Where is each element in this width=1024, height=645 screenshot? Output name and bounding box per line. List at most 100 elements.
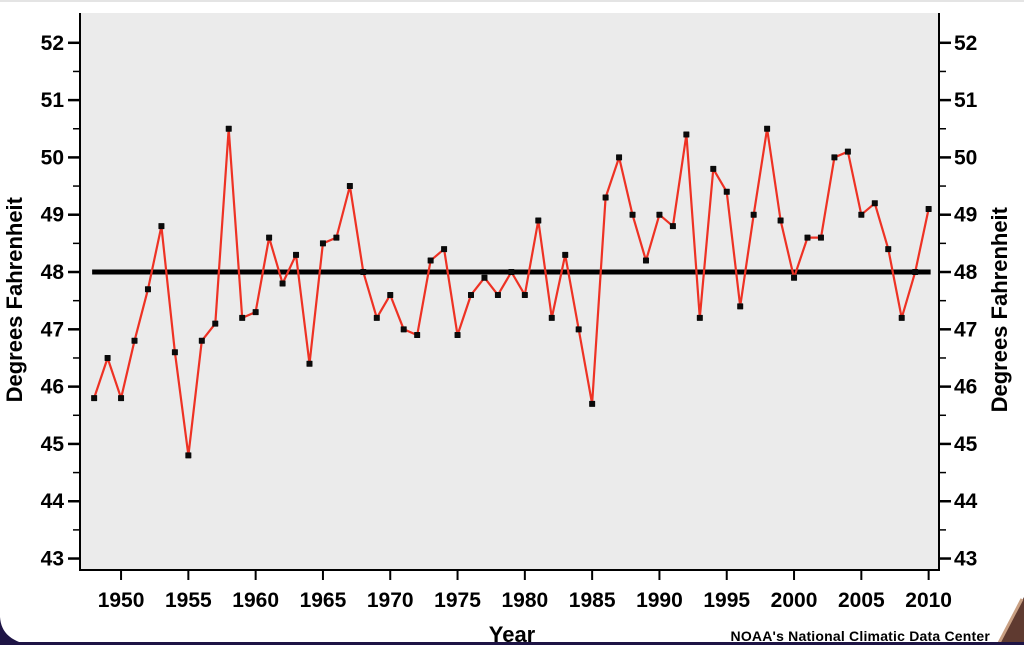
data-point-marker bbox=[602, 194, 609, 201]
data-point-marker bbox=[831, 154, 838, 161]
data-point-marker bbox=[925, 205, 932, 212]
x-tick-label: 1950 bbox=[98, 589, 145, 612]
data-point-marker bbox=[346, 183, 353, 190]
data-point-marker bbox=[589, 400, 596, 407]
data-point-marker bbox=[306, 360, 313, 367]
y-tick-label-left: 51 bbox=[41, 89, 65, 112]
plot-area-background bbox=[80, 13, 939, 570]
x-tick-label: 1975 bbox=[434, 589, 481, 612]
x-tick-label: 2005 bbox=[838, 589, 885, 612]
x-tick-label: 1965 bbox=[300, 589, 347, 612]
data-point-marker bbox=[225, 125, 232, 132]
data-point-marker bbox=[144, 286, 151, 293]
data-source-credit: NOAA's National Climatic Data Center bbox=[730, 628, 990, 644]
x-tick-label: 1985 bbox=[569, 589, 616, 612]
data-point-marker bbox=[118, 395, 125, 402]
data-point-marker bbox=[400, 326, 407, 333]
x-axis-title: Year bbox=[488, 621, 536, 645]
y-tick-label-left: 52 bbox=[41, 32, 64, 55]
data-point-marker bbox=[642, 257, 649, 264]
data-point-marker bbox=[737, 303, 744, 310]
data-point-marker bbox=[360, 269, 367, 276]
data-point-marker bbox=[468, 291, 475, 298]
y-axis-title-left: Degrees Fahrenheit bbox=[2, 197, 27, 403]
page-corner-curl-left bbox=[0, 617, 30, 645]
data-point-marker bbox=[885, 246, 892, 253]
data-point-marker bbox=[414, 332, 421, 339]
y-tick-label-right: 48 bbox=[954, 261, 978, 284]
y-tick-label-right: 47 bbox=[954, 318, 977, 341]
y-axis-title-right: Degrees Fahrenheit bbox=[987, 207, 1012, 413]
y-tick-label-right: 45 bbox=[954, 433, 978, 456]
data-point-marker bbox=[804, 234, 811, 241]
data-point-marker bbox=[441, 246, 448, 253]
y-tick-label-right: 50 bbox=[954, 146, 977, 169]
top-edge-strip bbox=[0, 0, 1024, 2]
data-point-marker bbox=[198, 337, 205, 344]
bottom-edge-strip bbox=[0, 642, 1024, 645]
y-tick-label-left: 46 bbox=[41, 376, 64, 399]
data-point-marker bbox=[266, 234, 273, 241]
data-point-marker bbox=[898, 314, 905, 321]
data-point-marker bbox=[764, 125, 771, 132]
x-tick-label: 2000 bbox=[771, 589, 818, 612]
x-tick-label: 1995 bbox=[703, 589, 750, 612]
y-tick-label-left: 50 bbox=[41, 146, 64, 169]
x-tick-label: 2010 bbox=[905, 589, 952, 612]
data-point-marker bbox=[91, 395, 98, 402]
y-tick-label-left: 43 bbox=[41, 548, 64, 571]
data-point-marker bbox=[791, 274, 798, 281]
data-point-marker bbox=[481, 274, 488, 281]
data-point-marker bbox=[454, 332, 461, 339]
data-point-marker bbox=[333, 234, 340, 241]
data-point-marker bbox=[494, 291, 501, 298]
y-tick-label-left: 48 bbox=[41, 261, 65, 284]
data-point-marker bbox=[548, 314, 555, 321]
page-corner-curl-right bbox=[997, 597, 1024, 645]
data-point-marker bbox=[669, 223, 676, 230]
data-point-marker bbox=[629, 211, 636, 218]
data-point-marker bbox=[239, 314, 246, 321]
y-tick-label-left: 44 bbox=[41, 490, 65, 513]
data-point-marker bbox=[293, 251, 300, 258]
data-point-marker bbox=[777, 217, 784, 224]
y-tick-label-right: 43 bbox=[954, 548, 977, 571]
data-point-marker bbox=[158, 223, 165, 230]
data-point-marker bbox=[750, 211, 757, 218]
data-point-marker bbox=[844, 148, 851, 155]
data-point-marker bbox=[656, 211, 663, 218]
y-tick-label-right: 51 bbox=[954, 89, 978, 112]
data-point-marker bbox=[616, 154, 623, 161]
y-tick-label-left: 49 bbox=[41, 204, 64, 227]
data-point-marker bbox=[858, 211, 865, 218]
y-tick-label-right: 49 bbox=[954, 204, 977, 227]
data-point-marker bbox=[817, 234, 824, 241]
x-tick-label: 1960 bbox=[232, 589, 279, 612]
data-point-marker bbox=[912, 269, 919, 276]
data-point-marker bbox=[535, 217, 542, 224]
data-point-marker bbox=[871, 200, 878, 207]
data-point-marker bbox=[212, 320, 219, 327]
y-tick-label-left: 45 bbox=[41, 433, 65, 456]
data-point-marker bbox=[131, 337, 138, 344]
data-point-marker bbox=[387, 291, 394, 298]
y-tick-label-right: 52 bbox=[954, 32, 977, 55]
x-tick-label: 1980 bbox=[501, 589, 548, 612]
data-point-marker bbox=[508, 269, 515, 276]
data-point-marker bbox=[696, 314, 703, 321]
data-point-marker bbox=[373, 314, 380, 321]
data-point-marker bbox=[575, 326, 582, 333]
y-tick-label-right: 46 bbox=[954, 376, 977, 399]
data-point-marker bbox=[521, 291, 528, 298]
data-point-marker bbox=[104, 354, 111, 361]
x-tick-label: 1990 bbox=[636, 589, 683, 612]
data-point-marker bbox=[683, 131, 690, 138]
data-point-marker bbox=[562, 251, 569, 258]
y-tick-label-right: 44 bbox=[954, 490, 978, 513]
data-point-marker bbox=[185, 452, 192, 459]
data-point-marker bbox=[252, 309, 259, 316]
data-point-marker bbox=[427, 257, 434, 264]
data-point-marker bbox=[710, 165, 717, 172]
